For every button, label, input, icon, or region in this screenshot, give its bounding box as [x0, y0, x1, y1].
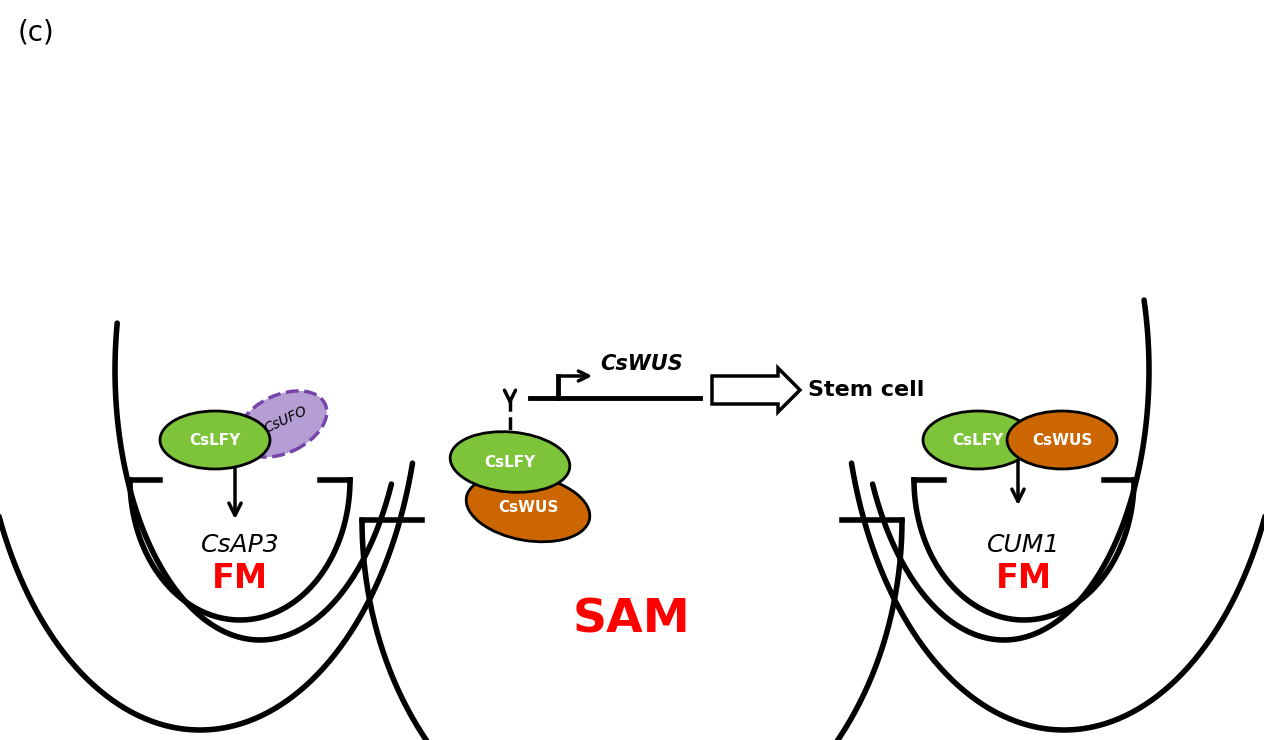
Ellipse shape: [238, 391, 327, 457]
Ellipse shape: [923, 411, 1033, 469]
Polygon shape: [712, 368, 800, 412]
Text: CsAP3: CsAP3: [201, 533, 279, 557]
Text: CsLFY: CsLFY: [190, 432, 240, 448]
Text: CsWUS: CsWUS: [1031, 432, 1092, 448]
Text: CsLFY: CsLFY: [952, 432, 1004, 448]
Ellipse shape: [450, 431, 570, 492]
Text: FM: FM: [996, 562, 1052, 594]
Ellipse shape: [1007, 411, 1117, 469]
Ellipse shape: [466, 474, 590, 542]
Text: CUM1: CUM1: [987, 533, 1060, 557]
Text: SAM: SAM: [573, 597, 691, 642]
Text: CsWUS: CsWUS: [498, 500, 559, 516]
Text: (c): (c): [18, 18, 54, 46]
Text: CsUFO: CsUFO: [262, 404, 310, 436]
Text: CsWUS: CsWUS: [600, 354, 683, 374]
Text: Stem cell: Stem cell: [808, 380, 924, 400]
Ellipse shape: [161, 411, 270, 469]
Text: CsLFY: CsLFY: [484, 454, 536, 469]
Text: FM: FM: [212, 562, 268, 594]
